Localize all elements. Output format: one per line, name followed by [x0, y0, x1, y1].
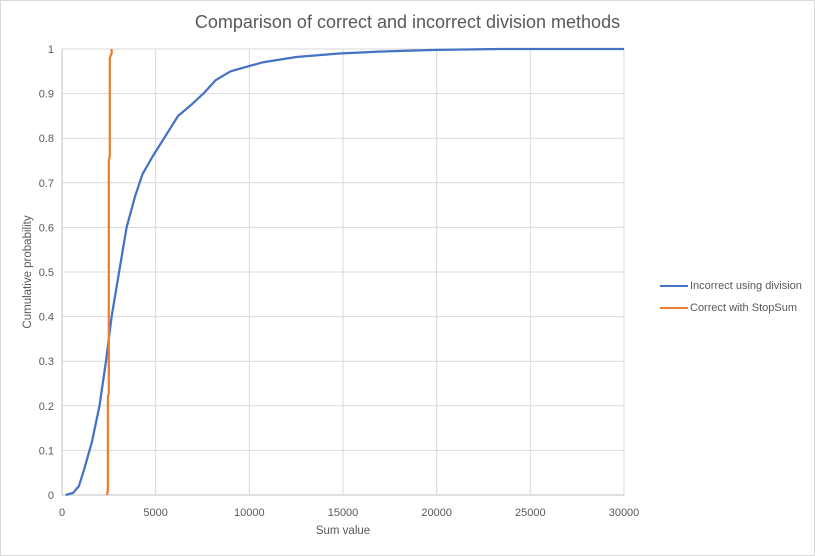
legend-item-correct: Correct with StopSum	[660, 297, 802, 319]
legend: Incorrect using division Correct with St…	[660, 275, 802, 319]
legend-item-incorrect: Incorrect using division	[660, 275, 802, 297]
y-tick-label: 0.5	[39, 267, 54, 279]
y-tick-label: 0.2	[39, 401, 54, 413]
legend-label: Correct with StopSum	[690, 302, 797, 314]
y-tick-label: 0.1	[39, 445, 54, 457]
y-tick-label: 0.7	[39, 178, 54, 190]
legend-swatch-orange	[660, 307, 688, 309]
x-tick-label: 30000	[609, 507, 640, 519]
y-axis-label: Cumulative probability	[22, 215, 34, 328]
x-tick-label: 0	[59, 507, 65, 519]
legend-swatch-blue	[660, 285, 688, 287]
y-tick-label: 0.4	[39, 312, 54, 324]
y-tick-label: 0	[48, 490, 54, 502]
series-line-incorrect	[65, 47, 624, 497]
x-tick-label: 5000	[143, 507, 167, 519]
chart-title: Comparison of correct and incorrect divi…	[194, 12, 621, 32]
legend-label: Incorrect using division	[690, 280, 802, 292]
y-tick-label: 0.9	[39, 89, 54, 101]
y-tick-label: 0.6	[39, 222, 54, 234]
y-tick-label: 1	[48, 44, 54, 56]
x-tick-label: 25000	[515, 507, 546, 519]
y-tick-label: 0.8	[39, 133, 54, 145]
x-tick-label: 10000	[234, 507, 265, 519]
x-axis-label: Sum value	[316, 525, 370, 537]
x-tick-label: 20000	[421, 507, 452, 519]
series-line-correct	[105, 49, 113, 496]
y-tick-label: 0.3	[39, 356, 54, 368]
x-tick-label: 15000	[328, 507, 359, 519]
